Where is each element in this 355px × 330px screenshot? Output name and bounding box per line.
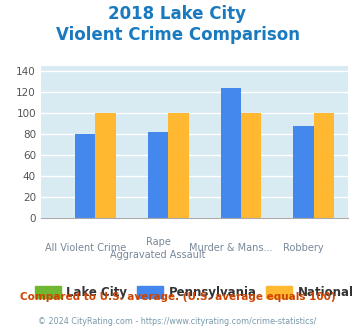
Text: Violent Crime Comparison: Violent Crime Comparison [55,26,300,45]
Text: Rape: Rape [146,237,170,247]
Text: Compared to U.S. average. (U.S. average equals 100): Compared to U.S. average. (U.S. average … [20,292,335,302]
Text: Robbery: Robbery [283,243,324,253]
Bar [95,113,116,218]
Bar [220,88,241,218]
Bar [75,134,95,218]
Bar [313,113,334,218]
Text: Aggravated Assault: Aggravated Assault [110,250,206,260]
Text: All Violent Crime: All Violent Crime [45,243,126,253]
Legend: Lake City, Pennsylvania, National: Lake City, Pennsylvania, National [30,281,355,304]
Text: Murder & Mans...: Murder & Mans... [189,243,272,253]
Text: 2018 Lake City: 2018 Lake City [109,5,246,23]
Bar [241,113,261,218]
Bar [293,126,313,218]
Text: © 2024 CityRating.com - https://www.cityrating.com/crime-statistics/: © 2024 CityRating.com - https://www.city… [38,317,317,326]
Bar [168,113,189,218]
Bar [148,132,168,218]
